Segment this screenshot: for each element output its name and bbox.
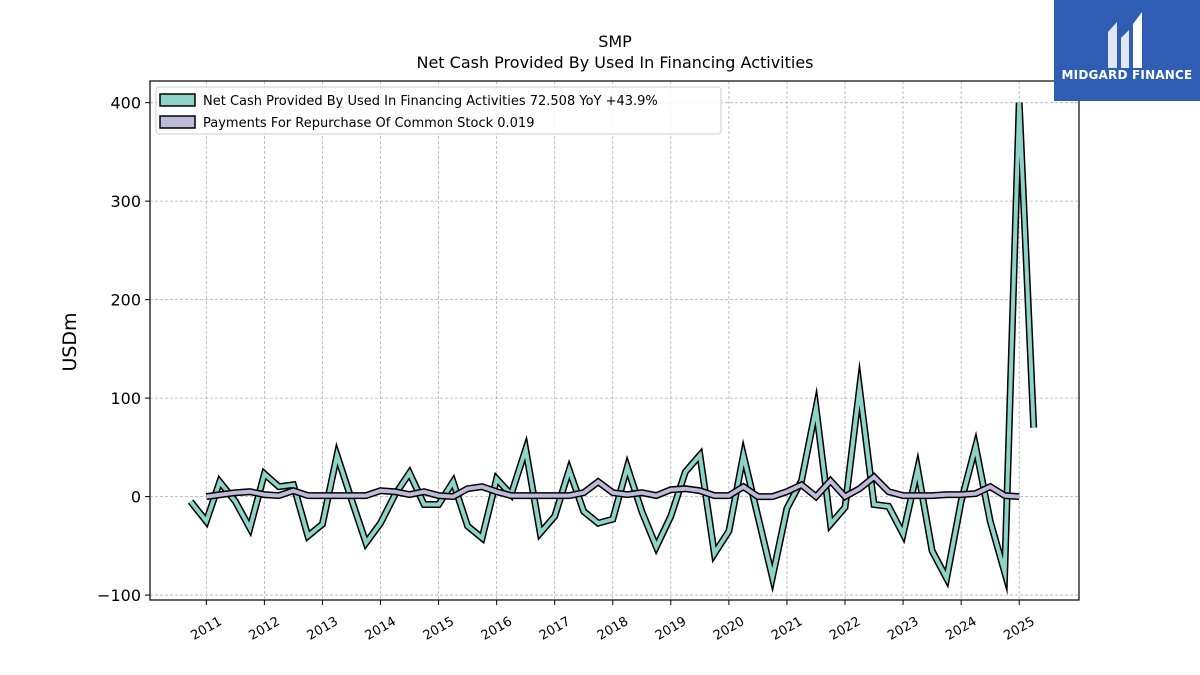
x-tick-label: 2025 [1001, 614, 1037, 644]
axes: 2011 2012 2013 2014 2015 2016 2017 2018 2019 2020… [97, 94, 1037, 644]
x-tick-label: 2016 [479, 614, 515, 644]
legend-swatch-repurchase [159, 115, 196, 129]
plot-frame [149, 80, 1080, 601]
y-axis-label: USDm [59, 312, 81, 371]
x-tick-label: 2022 [827, 614, 863, 644]
y-tick-label: 400 [110, 94, 141, 113]
legend: Net Cash Provided By Used In Financing A… [155, 86, 722, 135]
x-tick-label: 2020 [711, 614, 747, 644]
y-tick-label: 0 [131, 488, 141, 507]
series-line [206, 474, 1020, 500]
midgard-logo-icon [1108, 12, 1142, 68]
brand-name: MIDGARD FINANCE [1061, 68, 1193, 82]
series-repurchase [205, 472, 1020, 502]
x-tick-label: 2015 [421, 614, 457, 644]
x-tick-label: 2017 [537, 614, 573, 644]
x-tick-label: 2019 [653, 614, 689, 644]
x-tick-label: 2023 [885, 614, 921, 644]
series-layer [187, 102, 1038, 596]
x-tick-label: 2014 [363, 614, 399, 644]
x-tick-label: 2021 [769, 614, 805, 644]
y-tick-label: −100 [97, 586, 141, 605]
x-tick-label: 2012 [247, 614, 283, 644]
legend-swatch-financing [159, 93, 196, 107]
legend-label-financing: Net Cash Provided By Used In Financing A… [203, 94, 658, 109]
y-tick-label: 100 [110, 389, 141, 408]
series-financing [187, 102, 1038, 596]
series-line [189, 102, 1036, 587]
chart-title: SMP [598, 32, 632, 51]
x-tick-label: 2024 [943, 614, 979, 644]
brand-logo: MIDGARD FINANCE [1054, 0, 1200, 101]
y-tick-label: 200 [110, 291, 141, 310]
legend-label-repurchase: Payments For Repurchase Of Common Stock … [203, 116, 534, 131]
chart-subtitle: Net Cash Provided By Used In Financing A… [416, 53, 813, 72]
x-tick-label: 2018 [595, 614, 631, 644]
legend-frame [155, 86, 722, 135]
y-tick-label: 300 [110, 192, 141, 211]
x-tick-label: 2013 [305, 614, 341, 644]
x-tick-label: 2011 [188, 614, 224, 644]
